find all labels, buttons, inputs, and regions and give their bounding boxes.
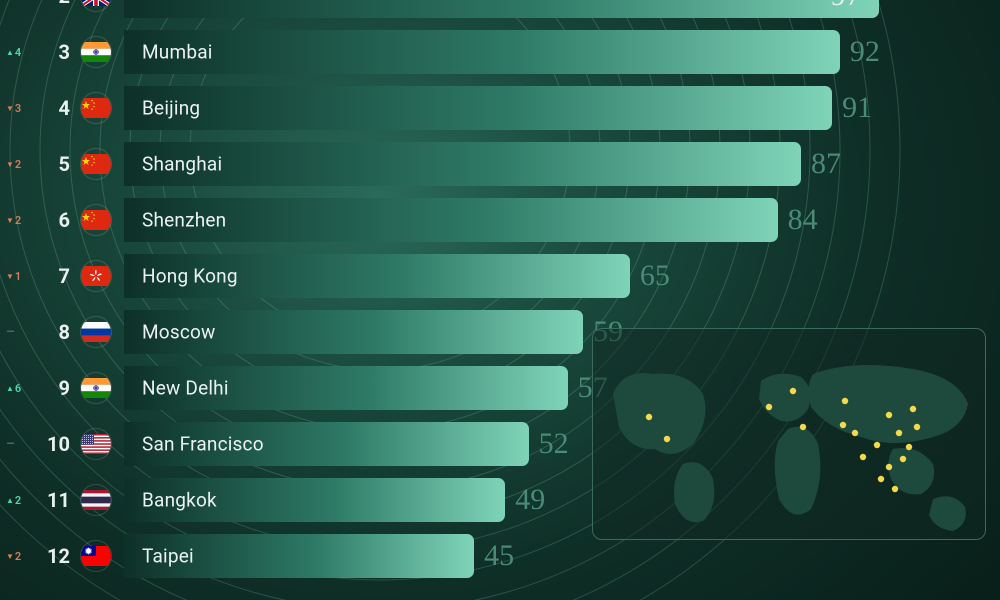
city-label: Hong Kong bbox=[142, 265, 238, 288]
rank-change: ▼2 bbox=[6, 550, 36, 563]
city-label: Beijing bbox=[142, 97, 200, 120]
rank-number: 2 bbox=[40, 0, 70, 8]
bar-value: 65 bbox=[640, 259, 670, 293]
city-label: Moscow bbox=[142, 321, 216, 344]
rank-change: ▼3 bbox=[6, 102, 36, 115]
us-flag-icon bbox=[80, 428, 112, 460]
chart-row: ▼1 7 Hong Kong 65 bbox=[0, 250, 1000, 302]
city-label: Taipei bbox=[142, 545, 194, 568]
rank-number: 9 bbox=[40, 376, 70, 400]
rank-change: – bbox=[6, 436, 36, 452]
rank-change: ▼1 bbox=[6, 270, 36, 283]
city-label: New Delhi bbox=[142, 377, 229, 400]
rank-change: – bbox=[6, 0, 36, 4]
rank-change-value: 2 bbox=[15, 158, 21, 171]
rank-number: 4 bbox=[40, 96, 70, 120]
rank-change: ▲4 bbox=[6, 46, 36, 59]
rank-change: – bbox=[6, 324, 36, 340]
rank-number: 11 bbox=[40, 488, 70, 512]
rank-change-value: 1 bbox=[15, 270, 21, 283]
rank-change-value: 3 bbox=[15, 102, 21, 115]
uk-flag-icon bbox=[80, 0, 112, 12]
rank-number: 12 bbox=[40, 544, 70, 568]
bar-value: 84 bbox=[788, 203, 818, 237]
bar bbox=[124, 142, 801, 186]
rank-change-value: 2 bbox=[15, 214, 21, 227]
bar-value: 91 bbox=[842, 91, 872, 125]
bar-wrap: 97 bbox=[124, 0, 980, 18]
world-map-panel bbox=[592, 328, 986, 540]
rank-change-value: 2 bbox=[15, 550, 21, 563]
in-flag-icon bbox=[80, 36, 112, 68]
bar bbox=[124, 0, 879, 18]
bar-wrap: Shenzhen 84 bbox=[124, 198, 980, 242]
rank-number: 10 bbox=[40, 432, 70, 456]
bar-wrap: Hong Kong 65 bbox=[124, 254, 980, 298]
cn-flag-icon bbox=[80, 92, 112, 124]
cn-flag-icon bbox=[80, 204, 112, 236]
city-label: Bangkok bbox=[142, 489, 217, 512]
bar-value: 45 bbox=[484, 539, 514, 573]
rank-number: 7 bbox=[40, 264, 70, 288]
rank-change: ▲6 bbox=[6, 382, 36, 395]
rank-number: 3 bbox=[40, 40, 70, 64]
rank-number: 5 bbox=[40, 152, 70, 176]
bar-value: 97 bbox=[831, 0, 861, 13]
bar bbox=[124, 30, 840, 74]
rank-change: ▼2 bbox=[6, 158, 36, 171]
chart-row: ▲4 3 Mumbai 92 bbox=[0, 26, 1000, 78]
bar-value: 92 bbox=[850, 35, 880, 69]
ru-flag-icon bbox=[80, 316, 112, 348]
rank-change: ▼2 bbox=[6, 214, 36, 227]
bar-wrap: Taipei 45 bbox=[124, 534, 980, 578]
rank-change-value: 6 bbox=[15, 382, 21, 395]
chart-row: ▼3 4 Beijing 91 bbox=[0, 82, 1000, 134]
tw-flag-icon bbox=[80, 540, 112, 572]
rank-change-value: 2 bbox=[15, 494, 21, 507]
chart-row: –2 97 bbox=[0, 0, 1000, 22]
city-label: Shanghai bbox=[142, 153, 222, 176]
bar-value: 52 bbox=[539, 427, 569, 461]
world-map bbox=[593, 329, 986, 540]
chart-row: ▼2 6 Shenzhen 84 bbox=[0, 194, 1000, 246]
bar-wrap: Beijing 91 bbox=[124, 86, 980, 130]
rank-number: 6 bbox=[40, 208, 70, 232]
cn-flag-icon bbox=[80, 148, 112, 180]
rank-change-value: 4 bbox=[15, 46, 21, 59]
in-flag-icon bbox=[80, 372, 112, 404]
bar-wrap: Mumbai 92 bbox=[124, 30, 980, 74]
city-label: Shenzhen bbox=[142, 209, 226, 232]
hk-flag-icon bbox=[80, 260, 112, 292]
city-label: Mumbai bbox=[142, 41, 213, 64]
bar-value: 87 bbox=[811, 147, 841, 181]
city-label: San Francisco bbox=[142, 433, 264, 456]
chart-row: ▼2 5 Shanghai 87 bbox=[0, 138, 1000, 190]
th-flag-icon bbox=[80, 484, 112, 516]
bar-wrap: Shanghai 87 bbox=[124, 142, 980, 186]
rank-change: ▲2 bbox=[6, 494, 36, 507]
bar-value: 49 bbox=[515, 483, 545, 517]
rank-number: 8 bbox=[40, 320, 70, 344]
bar bbox=[124, 86, 832, 130]
